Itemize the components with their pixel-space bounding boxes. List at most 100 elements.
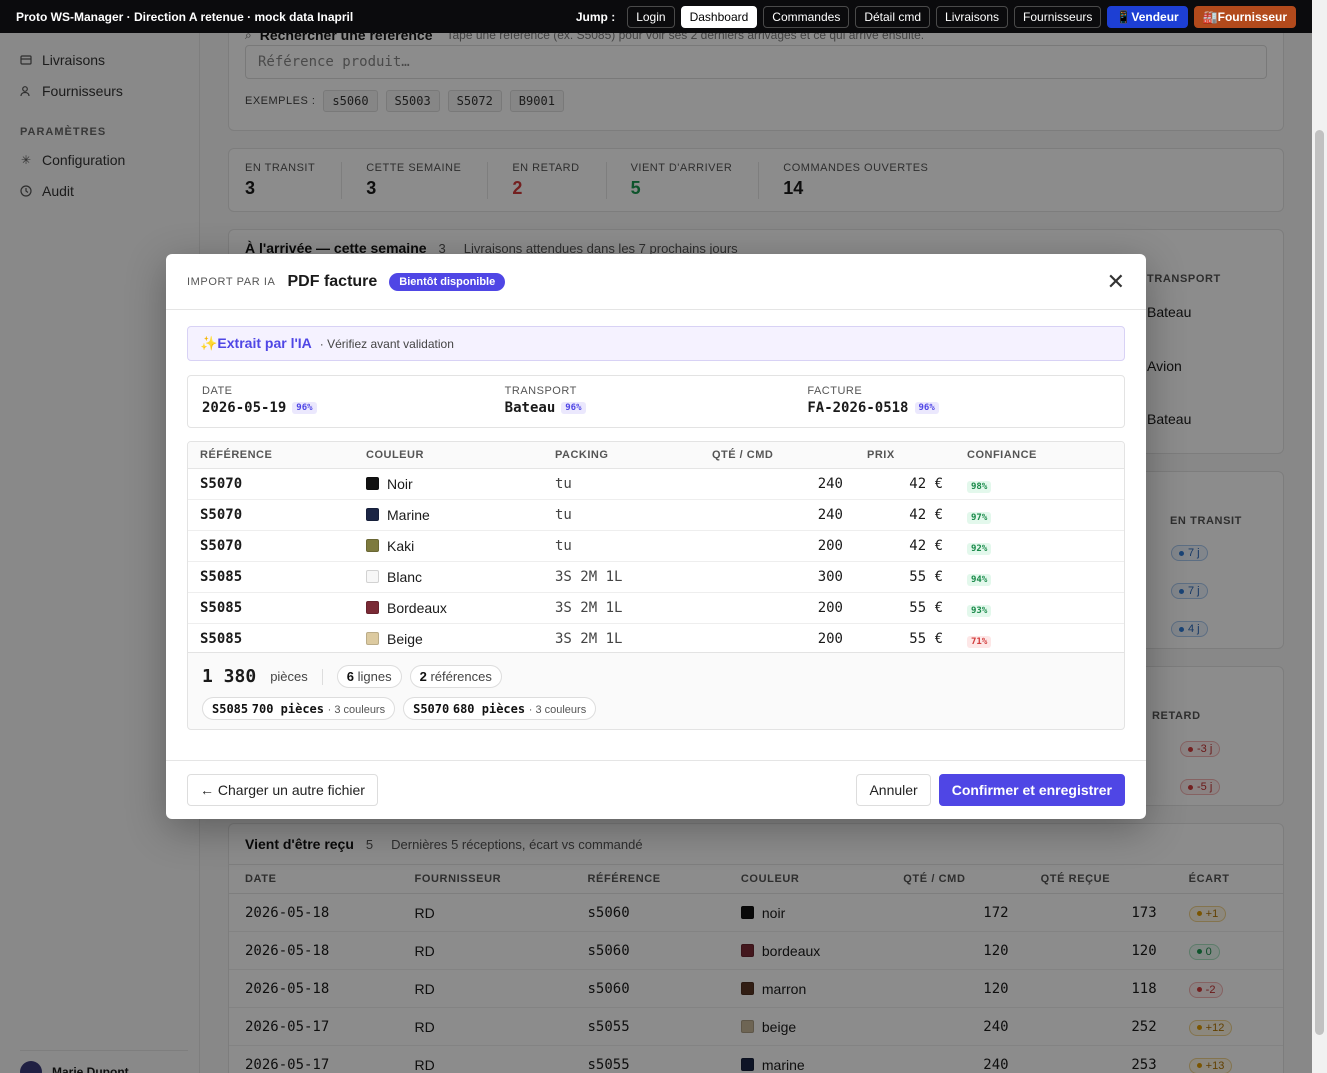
confirm-save-button[interactable]: Confirmer et enregistrer xyxy=(938,774,1125,806)
column-header: QTÉ / CMD xyxy=(700,442,855,469)
confidence-badge: 92% xyxy=(967,542,992,555)
clock-icon xyxy=(20,185,32,197)
supplier-cell: RD xyxy=(398,1045,572,1073)
ai-label: ✨Extrait par l'IA xyxy=(200,335,312,351)
qty-cell: 300 xyxy=(700,561,855,593)
received-count: 5 xyxy=(365,836,374,852)
kpi-value: 5 xyxy=(630,177,641,198)
reference-cell: s5060 xyxy=(571,893,725,932)
user-profile[interactable]: Marie Dupont xyxy=(20,1050,188,1073)
color-cell: Beige xyxy=(354,623,543,652)
jump-button[interactable]: Dashboard xyxy=(680,5,758,28)
sidebar-item-fournisseurs[interactable]: Fournisseurs xyxy=(20,83,123,99)
date-cell: 2026-05-17 xyxy=(229,1045,399,1073)
table-row[interactable]: 2026-05-18 RD s5060 marron 120 118 -2 xyxy=(229,969,1283,1008)
jump-button[interactable]: 🏭Fournisseur xyxy=(1193,5,1296,28)
group-ref: S5070 xyxy=(413,702,450,716)
jump-button[interactable]: Livraisons xyxy=(936,5,1009,28)
reference-cell: S5070 xyxy=(188,499,354,531)
table-row[interactable]: 2026-05-17 RD s5055 marine 240 253 +13 xyxy=(229,1045,1283,1073)
gap-cell: 0 xyxy=(1172,931,1283,970)
modal-title: PDF facture xyxy=(287,272,378,290)
table-row[interactable]: S5085 Blanc 3S 2M 1L 300 55 € 94% xyxy=(188,561,1124,593)
price-cell: 42 € xyxy=(855,499,955,531)
table-row[interactable]: 2026-05-17 RD s5055 beige 240 252 +12 xyxy=(229,1007,1283,1046)
sidebar-item-audit[interactable]: Audit xyxy=(20,183,74,199)
col-en-transit: EN TRANSIT xyxy=(1170,515,1242,527)
example-chip[interactable]: S5003 xyxy=(385,90,440,112)
jump-button[interactable]: Login xyxy=(627,5,675,28)
qty-cell: 240 xyxy=(700,468,855,500)
qty-received-cell: 253 xyxy=(1024,1045,1173,1073)
reference-cell: S5070 xyxy=(188,468,354,500)
kpi-value: 3 xyxy=(366,177,377,198)
table-row[interactable]: S5085 Bordeaux 3S 2M 1L 200 55 € 93% xyxy=(188,592,1124,624)
column-header: QTÉ REÇUE xyxy=(1024,864,1173,894)
example-chip[interactable]: s5060 xyxy=(323,90,378,112)
scrollbar[interactable] xyxy=(1312,0,1327,1073)
supplier-cell: RD xyxy=(398,969,572,1008)
kpi-commandes-ouvertes: COMMANDES OUVERTES 14 xyxy=(783,162,954,199)
example-chip[interactable]: S5072 xyxy=(447,90,502,112)
users-icon xyxy=(20,85,32,97)
confidence-badge: 94% xyxy=(967,573,992,586)
reference-cell: S5085 xyxy=(188,623,354,652)
col-transport: TRANSPORT xyxy=(1147,273,1221,285)
confidence-badge: 96% xyxy=(914,402,939,414)
table-row[interactable]: S5070 Marine tu 240 42 € 97% xyxy=(188,499,1124,531)
table-row[interactable]: S5085 Beige 3S 2M 1L 200 55 € 71% xyxy=(188,623,1124,652)
extracted-lines-table: RÉFÉRENCE COULEUR PACKING QTÉ / CMD PRIX CONF… xyxy=(187,441,1125,653)
group-ref: S5085 xyxy=(212,702,249,716)
color-label: Noir xyxy=(387,475,413,492)
jump-button[interactable]: Fournisseurs xyxy=(1014,5,1102,28)
user-name: Marie Dupont xyxy=(52,1065,129,1073)
refs-chip: 2 références xyxy=(409,665,502,688)
group-qty: 680 pièces xyxy=(452,702,526,716)
kpi-label: EN RETARD xyxy=(512,161,580,174)
load-another-file-button[interactable]: ← Charger un autre fichier xyxy=(187,774,378,806)
sidebar-item-configuration[interactable]: ✳ Configuration xyxy=(20,152,125,168)
color-swatch xyxy=(366,507,379,521)
table-row[interactable]: S5070 Kaki tu 200 42 € 92% xyxy=(188,530,1124,562)
gap-cell: +12 xyxy=(1172,1007,1283,1046)
reference-cell: S5085 xyxy=(188,592,354,624)
qty-ordered-cell: 240 xyxy=(887,1045,1025,1073)
kpi-cette-semaine: CETTE SEMAINE 3 xyxy=(366,161,489,199)
modal-footer: ← Charger un autre fichier Annuler Confi… xyxy=(166,760,1146,819)
confidence-badge: 96% xyxy=(292,402,317,414)
jump-button[interactable]: Détail cmd xyxy=(855,5,931,28)
cancel-button[interactable]: Annuler xyxy=(856,774,931,806)
table-row[interactable]: S5070 Noir tu 240 42 € 98% xyxy=(188,468,1124,500)
color-label: Beige xyxy=(387,630,423,647)
example-chip[interactable]: B9001 xyxy=(509,90,564,112)
close-icon[interactable]: ✕ xyxy=(1106,268,1125,294)
jump-label: Jump : xyxy=(575,9,616,24)
table-row[interactable]: 2026-05-18 RD s5060 noir 172 173 +1 xyxy=(229,893,1283,932)
examples-row: EXEMPLES : s5060 S5003 S5072 B9001 xyxy=(229,79,1283,123)
column-header: COULEUR xyxy=(724,864,888,894)
sidebar-item-livraisons[interactable]: Livraisons xyxy=(20,52,105,68)
column-header: RÉFÉRENCE xyxy=(571,864,725,894)
late-badge: -5 j xyxy=(1180,779,1221,795)
kpi-label: CETTE SEMAINE xyxy=(366,161,462,174)
date-cell: 2026-05-18 xyxy=(229,969,399,1008)
color-swatch xyxy=(366,538,379,552)
scrollbar-thumb[interactable] xyxy=(1315,130,1324,1035)
confidence-badge: 98% xyxy=(967,480,992,493)
table-row[interactable]: 2026-05-18 RD s5060 bordeaux 120 120 0 xyxy=(229,931,1283,970)
reference-search-input[interactable]: Référence produit… xyxy=(245,45,1267,79)
kpi-vient-d-arriver: VIENT D'ARRIVER 5 xyxy=(630,161,760,199)
meta-label: DATE xyxy=(202,385,233,397)
top-bar: Proto WS-Manager · Direction A retenue ·… xyxy=(0,0,1312,33)
jump-button[interactable]: Commandes xyxy=(763,5,850,28)
color-label: Marine xyxy=(387,506,430,523)
gap-value: -2 xyxy=(1205,983,1216,996)
color-swatch xyxy=(740,943,754,957)
jump-button[interactable]: 📱Vendeur xyxy=(1107,5,1188,28)
meta-facture: FACTURE FA-2026-0518 96% xyxy=(807,385,1110,427)
column-header: PACKING xyxy=(543,442,700,469)
sidebar-item-label: Livraisons xyxy=(42,52,106,68)
confidence-cell: 98% xyxy=(955,468,1124,500)
group-colors: · 3 couleurs xyxy=(528,704,587,716)
transit-badge: 7 j xyxy=(1171,545,1208,561)
